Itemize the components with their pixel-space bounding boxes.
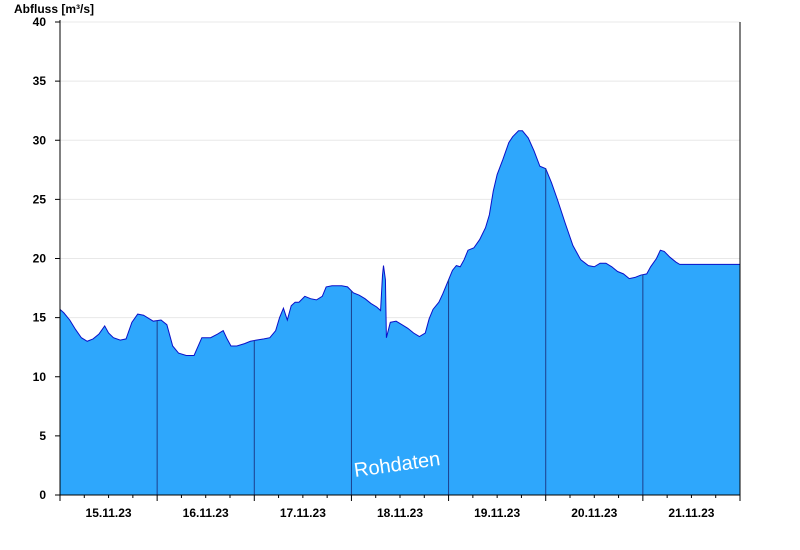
- y-tick-label: 10: [33, 370, 47, 384]
- discharge-area: [60, 130, 740, 496]
- y-tick-label: 5: [39, 429, 46, 443]
- y-tick-label: 15: [33, 311, 47, 325]
- y-tick-label: 30: [33, 133, 47, 147]
- x-tick-label: 16.11.23: [183, 506, 229, 520]
- discharge-line: [59, 130, 740, 356]
- y-tick-label: 20: [33, 252, 47, 266]
- x-tick-label: 15.11.23: [86, 506, 132, 520]
- y-tick-label: 0: [39, 488, 46, 502]
- x-tick-label: 17.11.23: [280, 506, 326, 520]
- x-tick-label: 21.11.23: [668, 506, 714, 520]
- x-tick-label: 18.11.23: [377, 506, 423, 520]
- x-tick-label: 20.11.23: [571, 506, 617, 520]
- y-tick-label: 25: [33, 192, 47, 206]
- y-axis-label: Abfluss [m³/s]: [14, 2, 94, 16]
- x-tick-label: 19.11.23: [474, 506, 520, 520]
- y-tick-label: 35: [33, 74, 47, 88]
- y-tick-label: 40: [33, 15, 47, 29]
